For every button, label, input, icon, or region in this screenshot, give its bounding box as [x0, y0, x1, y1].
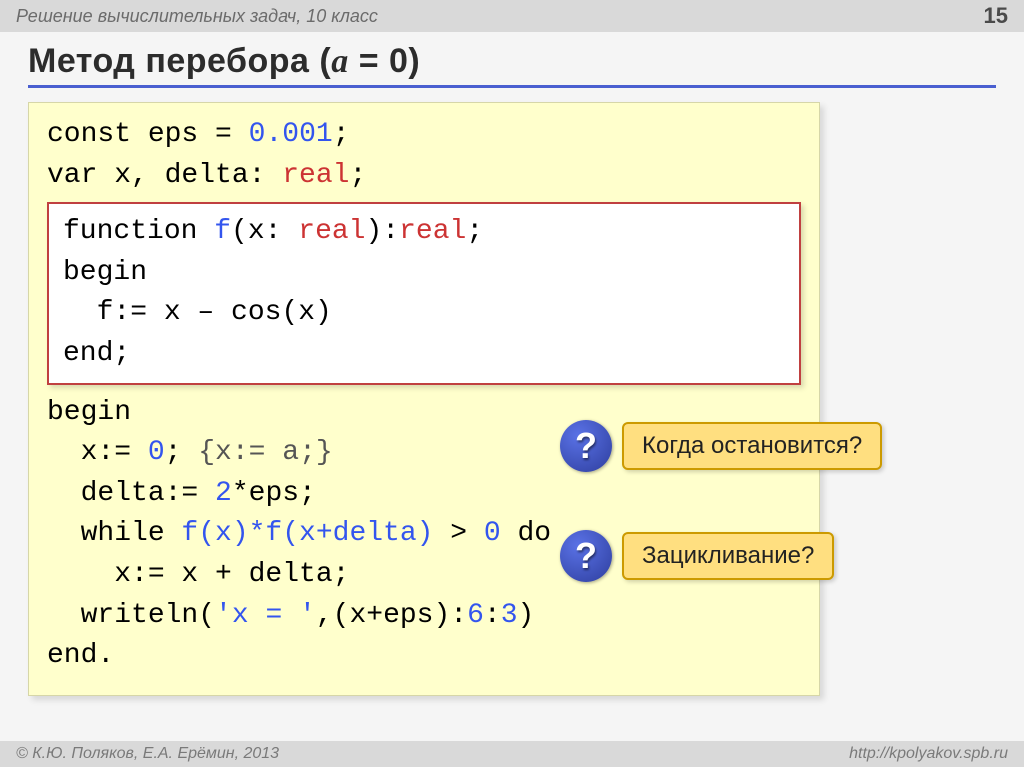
- footer-copyright: © К.Ю. Поляков, Е.А. Ерёмин, 2013: [16, 745, 279, 763]
- code-number: 2: [215, 478, 232, 509]
- title-paren-open: (: [309, 42, 331, 80]
- code-text: ): [518, 600, 535, 631]
- question-icon: ?: [560, 420, 612, 472]
- content-area: const eps = 0.001; var x, delta: real; f…: [0, 94, 1024, 696]
- code-type: real: [399, 216, 466, 247]
- callout-text: Когда остановится?: [622, 422, 882, 470]
- code-text: ;: [333, 119, 350, 150]
- course-title: Решение вычислительных задач, 10 класс: [16, 6, 378, 27]
- code-text: *eps;: [232, 478, 316, 509]
- page-number: 15: [984, 3, 1008, 29]
- code-text: x, delta:: [114, 160, 282, 191]
- code-line: end;: [63, 334, 785, 375]
- footer-bar: © К.Ю. Поляков, Е.А. Ерёмин, 2013 http:/…: [0, 741, 1024, 767]
- function-box: function f(x: real):real; begin f:= x – …: [47, 202, 801, 384]
- code-text: do: [501, 518, 551, 549]
- code-line: const eps = 0.001;: [47, 115, 801, 156]
- code-func: f(x)*f(x+delta): [181, 518, 433, 549]
- code-text: function: [63, 216, 214, 247]
- code-line: delta:= 2*eps;: [47, 474, 801, 515]
- title-main: Метод перебора: [28, 42, 309, 80]
- code-text: :: [484, 600, 501, 631]
- callout-loop: ? Зацикливание?: [560, 530, 834, 582]
- code-text: while: [47, 518, 181, 549]
- title-rest: = 0): [349, 42, 420, 80]
- code-number: 0: [484, 518, 501, 549]
- code-text: delta:=: [47, 478, 215, 509]
- code-line: begin: [63, 253, 785, 294]
- code-text: =: [198, 119, 248, 150]
- code-text: ):: [365, 216, 399, 247]
- code-number: 6: [467, 600, 484, 631]
- code-text: ,(x+eps):: [316, 600, 467, 631]
- title-var: a: [331, 43, 349, 80]
- code-text: var: [47, 160, 114, 191]
- code-text: const: [47, 119, 148, 150]
- question-mark: ?: [575, 538, 597, 574]
- callout-stop: ? Когда остановится?: [560, 420, 882, 472]
- code-type: real: [298, 216, 365, 247]
- question-mark: ?: [575, 428, 597, 464]
- code-comment: {x:= a;}: [198, 437, 332, 468]
- code-text: ;: [349, 160, 366, 191]
- code-text: writeln(: [47, 600, 215, 631]
- code-line: writeln('x = ',(x+eps):6:3): [47, 596, 801, 637]
- code-text: ;: [165, 437, 199, 468]
- code-line: function f(x: real):real;: [63, 212, 785, 253]
- code-text: eps: [148, 119, 198, 150]
- code-text: >: [433, 518, 483, 549]
- slide-title: Метод перебора (a = 0): [28, 42, 996, 81]
- code-text: (x:: [231, 216, 298, 247]
- question-icon: ?: [560, 530, 612, 582]
- code-number: 0: [148, 437, 165, 468]
- code-number: 0.001: [249, 119, 333, 150]
- code-type: real: [282, 160, 349, 191]
- code-func: f: [214, 216, 231, 247]
- header-bar: Решение вычислительных задач, 10 класс 1…: [0, 0, 1024, 32]
- code-box: const eps = 0.001; var x, delta: real; f…: [28, 102, 820, 696]
- title-area: Метод перебора (a = 0): [0, 32, 1024, 94]
- code-string: 'x = ': [215, 600, 316, 631]
- code-line: f:= x – cos(x): [63, 293, 785, 334]
- code-line: var x, delta: real;: [47, 156, 801, 197]
- callout-text: Зацикливание?: [622, 532, 834, 580]
- code-text: ;: [466, 216, 483, 247]
- code-line: end.: [47, 636, 801, 677]
- title-underline: [28, 85, 996, 88]
- footer-url: http://kpolyakov.spb.ru: [849, 745, 1008, 763]
- code-number: 3: [501, 600, 518, 631]
- code-text: x:=: [47, 437, 148, 468]
